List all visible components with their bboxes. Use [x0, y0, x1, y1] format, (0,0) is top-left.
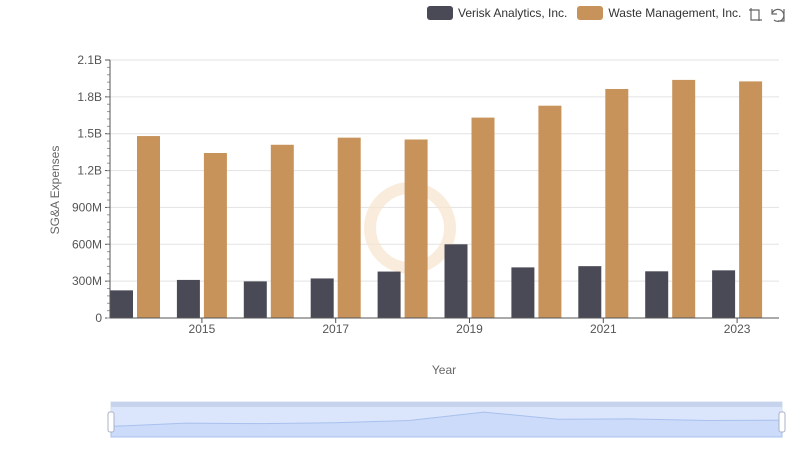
bar-verisk-2022[interactable] — [645, 271, 669, 318]
legend-item-waste-management[interactable]: Waste Management, Inc. — [577, 6, 741, 20]
y-tick-label: 0 — [95, 311, 102, 325]
bar-waste-management-2015[interactable] — [203, 153, 227, 318]
toolbox — [746, 6, 790, 24]
x-tick-label: 2019 — [456, 322, 483, 336]
bar-verisk-2023[interactable] — [712, 270, 736, 318]
y-tick-label: 2.1B — [77, 53, 102, 67]
y-tick-label: 900M — [72, 200, 102, 214]
bar-waste-management-2018[interactable] — [404, 139, 428, 318]
y-tick-label: 1.5B — [77, 127, 102, 141]
y-axis-label: SG&A Expenses — [48, 146, 62, 235]
bar-verisk-2020[interactable] — [511, 267, 535, 318]
bar-waste-management-2020[interactable] — [538, 105, 562, 319]
bars — [110, 79, 763, 319]
bar-verisk-2016[interactable] — [243, 281, 267, 318]
restore-icon[interactable] — [768, 6, 786, 24]
bar-verisk-2015[interactable] — [176, 279, 200, 318]
y-tick-label: 1.8B — [77, 90, 102, 104]
bar-verisk-2018[interactable] — [377, 271, 401, 318]
x-tick-label: 2023 — [724, 322, 751, 336]
bar-verisk-2021[interactable] — [578, 266, 602, 318]
x-tick-label: 2021 — [590, 322, 617, 336]
bar-verisk-2014[interactable] — [110, 290, 133, 318]
bar-verisk-2019[interactable] — [444, 244, 468, 318]
bar-waste-management-2021[interactable] — [605, 88, 629, 318]
zoom-handle-right[interactable] — [778, 411, 786, 433]
x-axis-label: Year — [432, 363, 456, 377]
bar-waste-management-2014[interactable] — [137, 136, 160, 318]
legend-swatch — [427, 6, 453, 20]
bar-waste-management-2023[interactable] — [739, 81, 763, 319]
bar-waste-management-2016[interactable] — [270, 144, 294, 318]
data-zoom-slider[interactable] — [107, 401, 786, 438]
bar-verisk-2017[interactable] — [310, 278, 334, 318]
bar-waste-management-2019[interactable] — [471, 117, 495, 319]
y-tick-label: 300M — [72, 274, 102, 288]
legend-label: Verisk Analytics, Inc. — [458, 6, 568, 20]
zoom-icon[interactable] — [746, 6, 764, 24]
y-tick-label: 1.2B — [77, 164, 102, 178]
bar-waste-management-2022[interactable] — [672, 79, 696, 318]
legend-label: Waste Management, Inc. — [608, 6, 742, 20]
axes: 0 300M 600M 900M 1.2B 1.5B 1.8B 2.1B 2015 2017 201… — [72, 53, 779, 336]
x-tick-label: 2017 — [322, 322, 349, 336]
zoom-top-bar[interactable] — [111, 402, 782, 407]
legend-swatch — [577, 6, 604, 20]
bar-waste-management-2017[interactable] — [337, 137, 361, 318]
zoom-handle-left[interactable] — [107, 411, 115, 433]
y-tick-label: 600M — [72, 237, 102, 251]
x-tick-label: 2015 — [189, 322, 216, 336]
legend-item-verisk[interactable]: Verisk Analytics, Inc. — [427, 6, 567, 20]
legend: Verisk Analytics, Inc. Waste Management,… — [427, 4, 751, 22]
